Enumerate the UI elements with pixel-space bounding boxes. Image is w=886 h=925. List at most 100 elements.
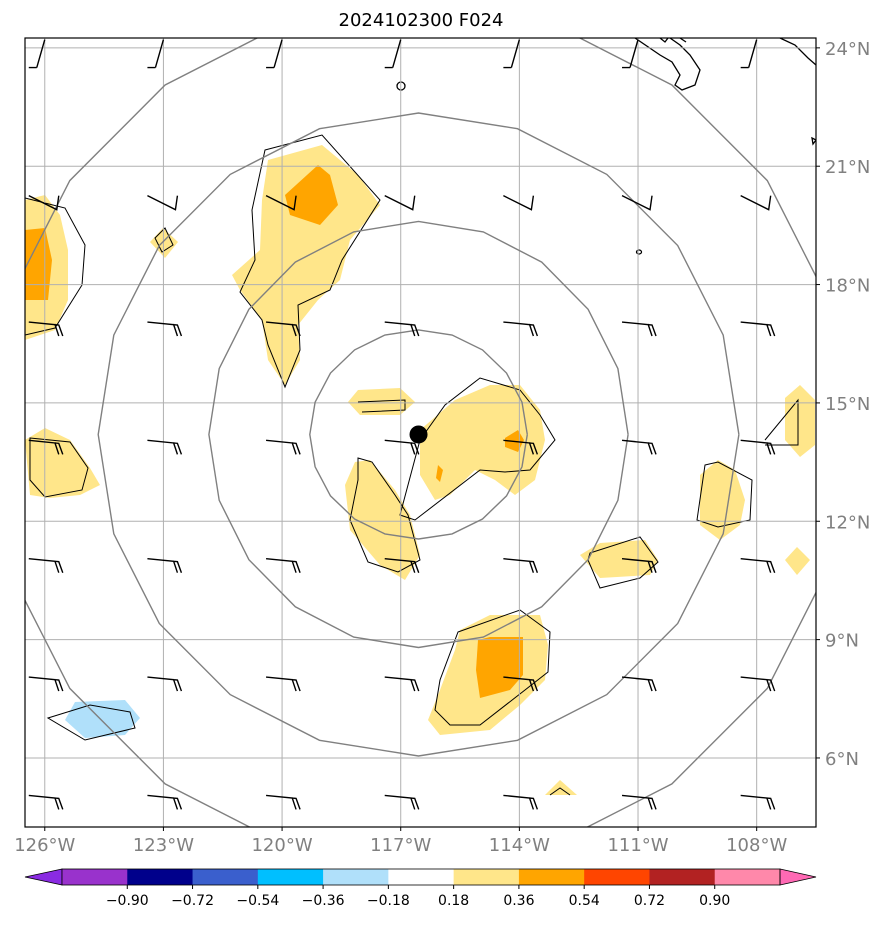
map-plot-area [24, 37, 817, 828]
barb-shaft [384, 558, 420, 573]
longitude-label: 120°W [251, 835, 312, 856]
colorbar-frame [61, 868, 781, 886]
colorbar-label: −0.18 [367, 893, 410, 909]
storm-center-marker [409, 425, 428, 444]
wind-barb [740, 794, 776, 810]
barb-shaft [147, 794, 183, 810]
barb-shaft [621, 195, 653, 211]
barb-shaft [621, 321, 657, 337]
barb-shaft [503, 39, 521, 69]
barb-shaft [503, 321, 539, 337]
barb-shaft [503, 558, 539, 573]
barb-shaft [266, 558, 301, 573]
wind-barb [266, 558, 301, 573]
colorbar-extend-max [779, 868, 817, 886]
barb-shaft [147, 39, 165, 69]
wind-barb [503, 195, 535, 211]
wind-barb [147, 195, 179, 211]
colorbar-segment [649, 869, 716, 885]
wind-barb [740, 558, 776, 573]
barb-shaft [384, 39, 402, 69]
latitude-label: 21°N [825, 157, 870, 178]
longitude-label: 114°W [489, 835, 550, 856]
colorbar-label: 0.72 [634, 893, 665, 909]
colorbar-segment [62, 869, 128, 885]
barb-shaft [147, 439, 183, 455]
barb-shaft [147, 195, 179, 211]
axis-ticks [44, 47, 820, 831]
barb-shaft [740, 794, 776, 810]
wind-barb [266, 794, 301, 810]
wind-barb [28, 195, 60, 211]
range-ring [97, 112, 740, 757]
barb-shaft [621, 794, 657, 810]
wind-barb [266, 439, 301, 455]
wind-barb [147, 558, 183, 573]
barb-shaft [28, 439, 64, 455]
latitude-label: 15°N [825, 394, 870, 415]
barb-shaft [384, 321, 420, 337]
barb-shaft [384, 676, 420, 692]
wind-barb [503, 676, 539, 692]
colorbar-tick-labels: −0.90 −0.72 −0.54 −0.36 −0.18 0.18 0.36 0.54 0.7… [106, 893, 730, 909]
longitude-label: 123°W [133, 835, 194, 856]
wind-barb [384, 195, 416, 211]
wind-barb [28, 558, 64, 573]
longitude-tick-labels: 126°W 123°W 120°W 117°W 114°W 111°W 108°W [14, 835, 787, 856]
barb-shaft [384, 195, 416, 211]
colorbar-label: 0.54 [569, 893, 600, 909]
wind-barb [28, 321, 64, 337]
barb-shaft [503, 195, 535, 211]
map-frame [24, 37, 817, 828]
colorbar-segment [192, 869, 259, 885]
wind-barb [503, 794, 539, 810]
barb-shaft [266, 39, 283, 69]
wind-barb [621, 676, 657, 692]
wind-barbs [28, 39, 776, 810]
wind-barb [384, 676, 420, 692]
colorbar [24, 868, 817, 889]
barb-shaft [740, 439, 776, 455]
wind-barb [28, 439, 64, 455]
barb-shaft [266, 676, 301, 692]
wind-barb [503, 39, 521, 69]
negative-anomaly-fill [65, 700, 140, 738]
wind-barb [740, 39, 758, 69]
colorbar-extend-min [24, 868, 63, 886]
latitude-tick-labels: 24°N 21°N 18°N 15°N 12°N 9°N 6°N [825, 39, 870, 770]
barb-shaft [266, 794, 301, 810]
wind-barb [503, 439, 539, 455]
range-rings [25, 38, 816, 827]
wind-barb [503, 558, 539, 573]
longitude-label: 108°W [726, 835, 787, 856]
wind-barb [621, 794, 657, 810]
barb-shaft [28, 558, 64, 573]
coastline [396, 38, 816, 255]
wind-barb [147, 676, 183, 692]
barb-shaft [622, 39, 639, 69]
barb-shaft [28, 321, 64, 337]
colorbar-label: 0.18 [438, 893, 469, 909]
latitude-label: 24°N [825, 39, 870, 60]
wind-barb [740, 321, 776, 337]
wind-barb [147, 439, 183, 455]
latitude-label: 6°N [825, 749, 859, 770]
barb-shaft [384, 439, 420, 455]
wind-barb [384, 558, 420, 573]
barb-shaft [503, 439, 539, 455]
barb-shaft [28, 676, 64, 692]
range-ring [208, 220, 629, 649]
barb-shaft [28, 39, 46, 69]
wind-barb [622, 39, 639, 69]
colorbar-segment [584, 869, 650, 885]
latitude-label: 9°N [825, 631, 859, 652]
wind-barb [384, 439, 420, 455]
barb-shaft [503, 794, 539, 810]
wind-barb [384, 321, 420, 337]
colorbar-label: −0.72 [171, 893, 214, 909]
latitude-label: 12°N [825, 512, 870, 533]
wind-barb [384, 39, 402, 69]
barb-shaft [740, 676, 776, 692]
graticule [25, 38, 816, 827]
